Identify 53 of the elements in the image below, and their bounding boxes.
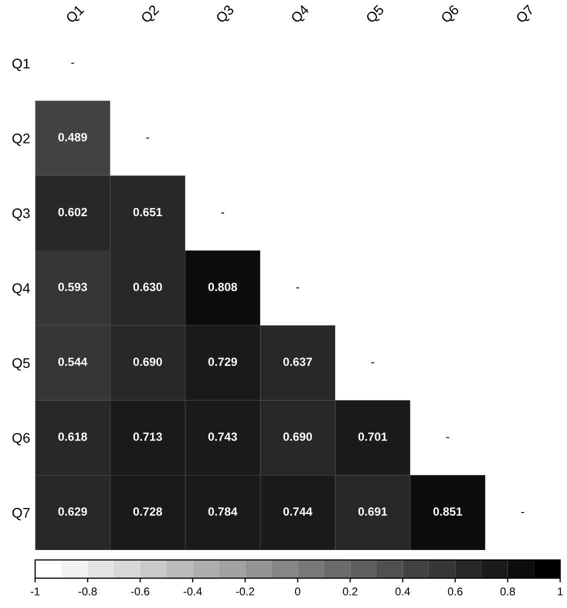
x-tick-label: Q4	[290, 4, 312, 26]
text: -	[521, 512, 524, 513]
x-tick-label: Q5	[365, 4, 386, 26]
color-bar-label: -0.6	[131, 588, 150, 596]
data-label: 0.637	[283, 358, 312, 366]
data-label: 0.489	[58, 133, 87, 142]
y-tick-label: Q5	[12, 358, 30, 370]
text: -	[146, 138, 150, 139]
data-label: 0.544	[58, 358, 88, 366]
data-label: 0.851	[433, 507, 462, 516]
text: -	[371, 362, 374, 364]
color-bar-label: -0.4	[184, 588, 202, 596]
text: -	[446, 437, 450, 438]
data-label: 0.691	[358, 507, 388, 516]
data-label: 0.729	[208, 358, 238, 366]
data-label: 0.690	[283, 432, 312, 441]
y-tick-label: Q1	[12, 58, 30, 71]
x-tick-label: Q3	[215, 4, 236, 26]
color-bar-label: 0	[295, 588, 300, 596]
color-bar-label: 0.8	[500, 588, 515, 596]
x-tick-label: Q7	[515, 4, 536, 26]
data-label: 0.629	[58, 507, 87, 516]
x-tick-label: Q2	[140, 4, 162, 26]
data-label: 0.593	[58, 282, 88, 292]
text: -	[71, 62, 74, 64]
data-label: 0.651	[133, 208, 162, 216]
data-label: 0.784	[208, 507, 238, 516]
data-label: 0.690	[133, 358, 162, 366]
data-label: 0.713	[133, 432, 162, 441]
color-bar-label: -0.2	[236, 588, 254, 596]
data-label: 0.744	[283, 507, 312, 516]
y-tick-label: Q4	[12, 283, 30, 296]
y-tick-label: Q6	[12, 433, 30, 446]
color-bar-label: -1	[30, 588, 40, 596]
color-bar-label: -0.8	[78, 588, 97, 596]
data-label: 0.743	[208, 432, 238, 441]
data-label: 0.602	[58, 208, 87, 216]
color-bar-label: 1	[558, 588, 563, 596]
data-label: 0.808	[208, 282, 238, 292]
color-bar-label: 0.2	[342, 588, 358, 596]
y-tick-label: Q2	[12, 134, 30, 146]
x-tick-label: Q1	[65, 4, 86, 26]
text: -	[296, 287, 300, 288]
color-bar-label: 0.4	[395, 588, 410, 596]
x-tick-label: Q6	[440, 4, 462, 26]
data-label: 0.618	[58, 432, 88, 441]
data-label: 0.701	[358, 432, 388, 441]
y-tick-label: Q7	[12, 508, 30, 520]
data-label: 0.728	[133, 507, 162, 516]
data-label: 0.630	[133, 282, 162, 292]
y-tick-label: Q3	[12, 208, 30, 221]
text: -	[221, 212, 224, 214]
color-bar-label: 0.6	[448, 588, 462, 596]
